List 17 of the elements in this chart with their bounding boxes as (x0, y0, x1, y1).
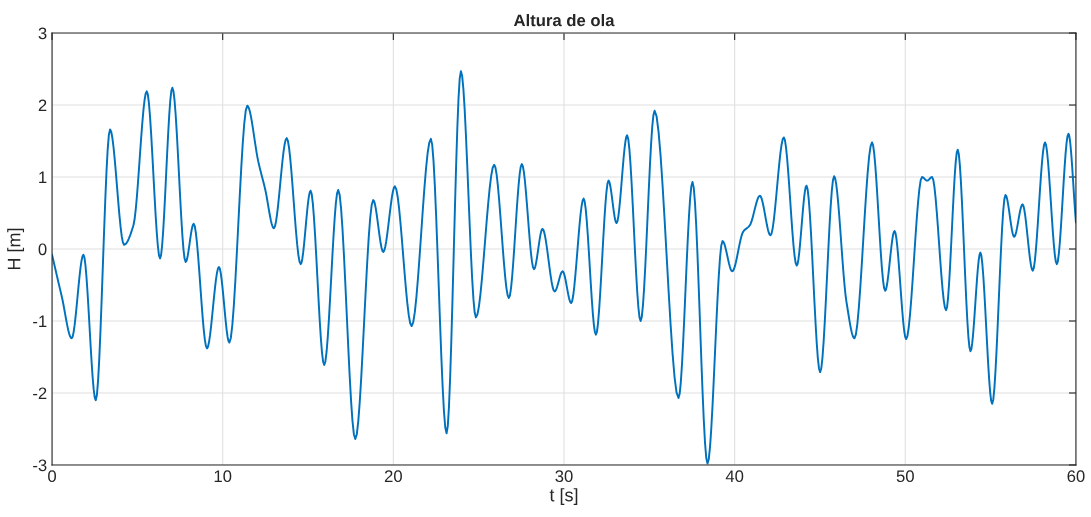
x-tick-label: 20 (384, 470, 402, 483)
y-tick-label: -2 (33, 387, 47, 400)
x-axis-title: t [s] (549, 488, 578, 505)
x-tick-label: 40 (725, 470, 744, 483)
y-tick-label: -1 (33, 315, 47, 328)
x-tick-label: 0 (48, 470, 57, 483)
x-tick-label: 30 (555, 470, 573, 483)
x-tick-label: 10 (214, 470, 232, 483)
y-tick-label: 0 (38, 243, 47, 256)
y-tick-label: 3 (38, 27, 47, 40)
y-tick-label: 1 (39, 171, 47, 184)
chart-title: Altura de ola (513, 14, 615, 27)
y-tick-label: -3 (33, 459, 47, 472)
x-tick-label: 50 (896, 470, 914, 483)
y-axis-title: H [m] (7, 228, 25, 270)
x-tick-label: 60 (1067, 470, 1085, 483)
y-tick-label: 2 (38, 99, 47, 112)
